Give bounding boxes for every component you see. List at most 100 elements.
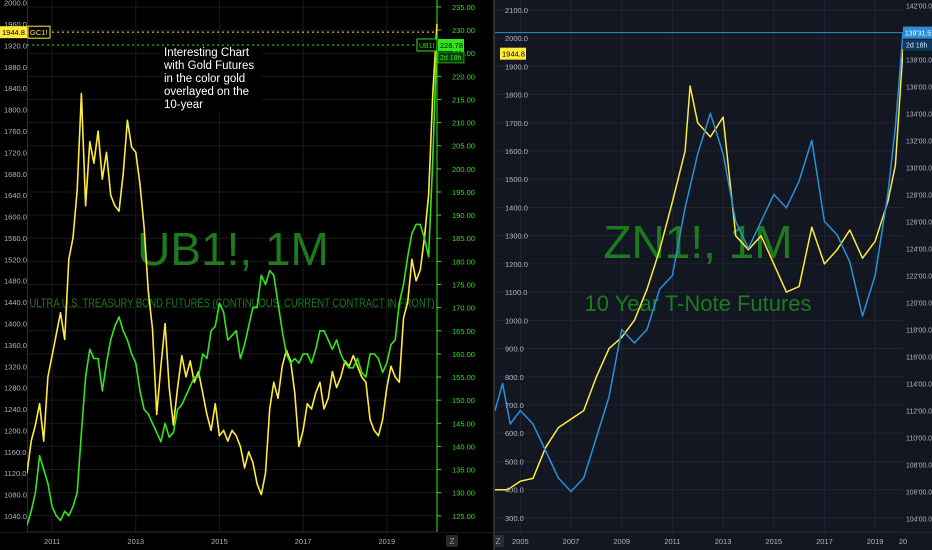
data-point-ub1 — [214, 325, 216, 327]
data-point-gc1 — [181, 354, 183, 357]
data-point-zn1 — [785, 207, 788, 209]
data-point-gc1 — [369, 419, 371, 421]
data-point-ub1 — [298, 362, 300, 364]
data-point-gc1 — [252, 461, 254, 464]
data-point-ub1 — [402, 283, 405, 286]
x-axis-tick-label: 2011 — [44, 537, 60, 546]
left-axis-tick-label: 1900.0 — [505, 62, 528, 71]
data-point-gc1 — [849, 229, 851, 231]
left-axis-tick-label: 300.0 — [505, 514, 524, 523]
data-point-ub1 — [97, 357, 99, 360]
series-line-gc1[interactable] — [495, 49, 904, 491]
left-axis-tick-label: 1960.0 — [4, 20, 27, 29]
x-axis-tick-label: 2013 — [127, 537, 144, 546]
right-axis-tick-label: 108'00.0 — [906, 462, 932, 469]
data-point-gc1 — [189, 360, 191, 362]
left-axis-tick-label: 1520.0 — [4, 255, 27, 264]
data-point-ub1 — [331, 348, 334, 350]
data-point-gc1 — [256, 483, 258, 485]
data-point-ub1 — [202, 353, 204, 355]
data-point-gc1 — [709, 136, 712, 138]
data-point-ub1 — [227, 339, 229, 341]
data-point-zn1 — [747, 247, 750, 250]
data-point-ub1 — [285, 353, 287, 355]
data-point-ub1 — [34, 492, 36, 494]
x-axis-tick-label: 2017 — [295, 537, 312, 546]
timezone-z-icon[interactable]: Z — [450, 537, 455, 546]
watermark-symbol: ZN1!, 1M — [603, 216, 792, 268]
data-point-ub1 — [156, 431, 158, 434]
data-point-gc1 — [89, 141, 91, 143]
left-chart-panel[interactable]: UB1!, 1M ULTRA U.S. TREASURY BOND FUTURES… — [0, 0, 493, 550]
data-point-ub1 — [256, 307, 258, 309]
data-point-gc1 — [394, 376, 396, 378]
data-point-ub1 — [277, 302, 279, 304]
data-point-ub1 — [189, 385, 191, 387]
annotation-note[interactable]: Interesting Chart with Gold Futures in t… — [162, 46, 262, 113]
data-point-zn1 — [608, 396, 610, 398]
left-axis-tick-label: 1800.0 — [4, 106, 27, 115]
data-point-ub1 — [218, 302, 221, 304]
data-point-zn1 — [502, 382, 504, 385]
left-chart-svg[interactable]: UB1!, 1M ULTRA U.S. TREASURY BOND FUTURES… — [0, 0, 493, 550]
data-point-gc1 — [735, 235, 737, 237]
data-point-gc1 — [277, 397, 279, 399]
left-axis-tick-label: 1040.0 — [4, 512, 27, 521]
ub-price-tag — [438, 38, 464, 51]
x-axis-tick-label: 2017 — [816, 537, 833, 546]
zn-countdown-tag — [903, 39, 932, 51]
right-chart-panel[interactable]: ZN1!, 1M 10 Year T-Note Futures 300.0 400.0… — [495, 0, 932, 550]
left-axis-tick-label: 2000.0 — [505, 34, 528, 43]
data-point-zn1 — [773, 193, 775, 196]
data-point-ub1 — [84, 376, 87, 378]
data-point-ub1 — [269, 270, 271, 272]
data-point-gc1 — [894, 164, 896, 166]
data-point-ub1 — [302, 353, 304, 355]
right-axis-tick-label: 170.00 — [452, 304, 475, 313]
right-axis-tick-label: 235.00 — [452, 3, 475, 12]
right-axis-tick-label: 120'00.0 — [906, 300, 932, 307]
data-point-gc1 — [34, 424, 36, 426]
data-point-gc1 — [507, 489, 509, 491]
x-axis-tick-label: 2011 — [664, 537, 680, 546]
right-axis-tick-label: 220.00 — [452, 72, 475, 81]
timezone-button[interactable] — [446, 535, 458, 547]
data-point-ub1 — [231, 334, 233, 336]
left-axis-tick-label: 700.0 — [505, 401, 524, 410]
data-point-zn1 — [798, 180, 800, 182]
data-point-gc1 — [101, 178, 103, 180]
data-point-ub1 — [373, 353, 375, 355]
panel-divider[interactable] — [493, 0, 495, 550]
right-axis-tick-label: 116'00.0 — [906, 354, 932, 361]
data-point-ub1 — [398, 302, 400, 304]
x-axis-tick-label: 2015 — [765, 537, 782, 546]
data-point-ub1 — [432, 159, 434, 161]
data-point-ub1 — [394, 339, 396, 341]
timezone-button[interactable] — [495, 535, 504, 547]
right-axis-tick-label: 160.00 — [452, 350, 475, 359]
data-point-gc1 — [583, 410, 585, 412]
data-point-gc1 — [671, 201, 673, 203]
right-chart-svg[interactable]: ZN1!, 1M 10 Year T-Note Futures 300.0 400.0… — [495, 0, 932, 550]
watermark-symbol: UB1!, 1M — [137, 223, 329, 275]
gold-symbol-tag-value: GC1! — [30, 28, 48, 37]
data-point-gc1 — [214, 403, 216, 405]
data-point-gc1 — [319, 381, 321, 383]
data-point-ub1 — [365, 376, 367, 378]
data-point-gc1 — [760, 235, 762, 237]
data-point-gc1 — [185, 376, 187, 378]
data-point-gc1 — [130, 146, 133, 148]
left-axis-tick-label: 1280.0 — [4, 384, 27, 393]
right-axis-tick-label: 124'00.0 — [906, 246, 932, 253]
data-point-gc1 — [861, 257, 864, 259]
data-point-gc1 — [294, 392, 296, 394]
left-axis-tick-label: 400.0 — [505, 486, 524, 495]
data-point-ub1 — [243, 344, 246, 346]
data-point-gc1 — [798, 285, 800, 288]
data-point-gc1 — [202, 392, 204, 394]
left-axis-tick-label: 1320.0 — [4, 362, 27, 371]
timezone-z-icon[interactable]: Z — [496, 537, 501, 546]
data-point-gc1 — [689, 85, 691, 87]
data-point-ub1 — [319, 330, 321, 332]
data-point-gc1 — [335, 387, 338, 389]
